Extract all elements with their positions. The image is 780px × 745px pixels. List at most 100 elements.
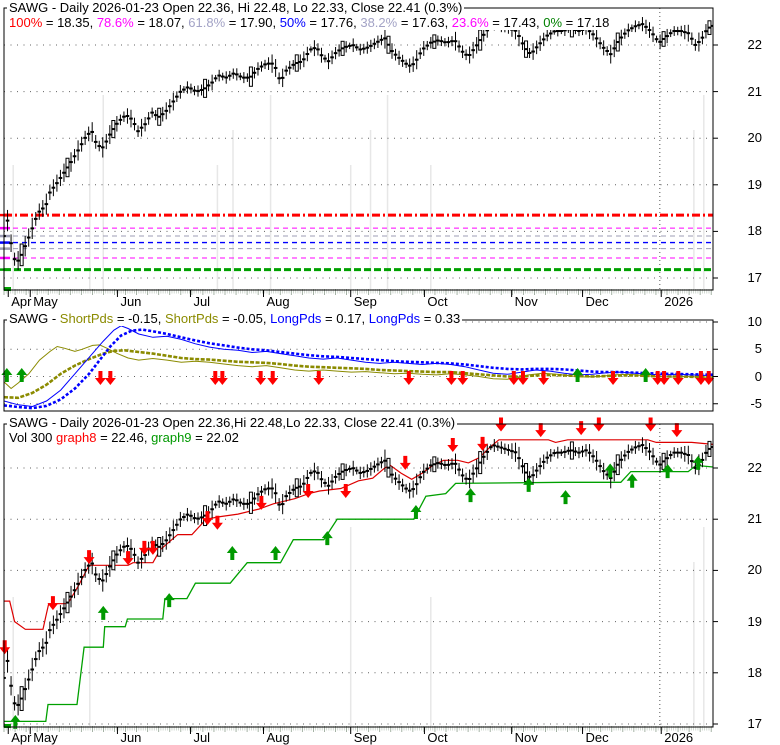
y-tick-label: 20 bbox=[747, 562, 762, 578]
indicator-series bbox=[4, 325, 713, 410]
sell-arrow-icon bbox=[535, 423, 547, 438]
faint-volume-lines-panel3 bbox=[12, 527, 705, 726]
x-tick-label: Oct bbox=[427, 294, 448, 309]
sell-arrow-icon bbox=[201, 511, 213, 526]
panel2-title: SAWG - ShortPds = -0.15, ShortPds = -0.0… bbox=[7, 311, 463, 326]
series-shortpds bbox=[4, 348, 713, 400]
x-tick-label: May bbox=[33, 294, 58, 309]
sell-arrow-icon bbox=[652, 371, 664, 385]
buy-arrow-icon bbox=[572, 368, 584, 382]
legend-segment: 78.6% bbox=[96, 15, 134, 30]
sell-arrow-icon bbox=[302, 484, 314, 499]
y-axis-panel2 bbox=[713, 321, 718, 405]
sell-arrow-icon bbox=[447, 437, 459, 452]
y-tick-label: 0 bbox=[754, 368, 762, 384]
legend-segment: = 0.33 bbox=[420, 311, 461, 326]
buy-arrow-icon bbox=[465, 488, 477, 503]
panel3-title: SAWG - Daily 2026-01-23 Open 22.36,Hi 22… bbox=[7, 415, 458, 430]
sell-arrow-icon bbox=[672, 371, 684, 385]
panel1-title: SAWG - Daily 2026-01-23 Open 22.36, Hi 2… bbox=[7, 0, 465, 15]
legend-segment: graph8 bbox=[56, 430, 97, 445]
legend-segment: 50% bbox=[279, 15, 306, 30]
x-tick-label: Sep bbox=[353, 730, 377, 745]
sell-arrow-icon bbox=[658, 371, 670, 385]
buy-arrow-icon bbox=[410, 505, 422, 520]
y-tick-label: 10 bbox=[747, 314, 762, 329]
legend-segment: = -0.15, bbox=[113, 311, 165, 326]
buy-arrow-icon bbox=[321, 531, 333, 546]
legend-segment: ShortPds bbox=[164, 311, 219, 326]
buy-arrow-icon bbox=[604, 463, 616, 478]
sell-arrow-icon bbox=[255, 495, 267, 510]
legend-segment: = 18.35, bbox=[42, 15, 97, 30]
x-tick-label: 2026 bbox=[664, 730, 694, 745]
sell-arrow-icon bbox=[267, 371, 279, 385]
legend-segment: = 17.63, bbox=[397, 15, 452, 30]
x-tick-label: Nov bbox=[514, 730, 538, 745]
buy-arrow-icon bbox=[163, 593, 175, 608]
y-axis-panel3 bbox=[713, 467, 718, 725]
price-bars-panel1 bbox=[4, 17, 713, 271]
x-tick-label: Dec bbox=[585, 730, 609, 745]
y-tick-label: 21 bbox=[747, 511, 762, 527]
sell-arrow-icon bbox=[255, 371, 267, 385]
y-tick-label: 22 bbox=[747, 460, 762, 475]
legend-segment: 23.6% bbox=[451, 15, 489, 30]
sell-arrow-icon bbox=[517, 371, 529, 385]
y-tick-label: 18 bbox=[747, 223, 762, 239]
price-bars-panel3 bbox=[4, 437, 713, 716]
sell-arrow-icon bbox=[703, 371, 715, 385]
sell-arrow-icon bbox=[209, 371, 221, 385]
legend-segment: = 22.02 bbox=[191, 430, 239, 445]
legend-segment: = 22.46, bbox=[96, 430, 152, 445]
buy-arrow-icon bbox=[270, 545, 282, 560]
x-tick-label: Sep bbox=[353, 294, 377, 309]
sell-arrow-icon bbox=[138, 540, 150, 555]
x-tick-label: Aug bbox=[266, 730, 290, 745]
graph9-support-line bbox=[4, 464, 713, 723]
legend-segment: = 18.07, bbox=[133, 15, 189, 30]
legend-segment: = 17.76, bbox=[305, 15, 361, 30]
sell-arrow-icon bbox=[340, 484, 352, 499]
y-tick-label: 22 bbox=[747, 37, 762, 52]
sell-arrow-icon bbox=[508, 371, 520, 385]
legend-segment: = 0.17, bbox=[321, 311, 369, 326]
y-axis-panel1 bbox=[713, 44, 718, 279]
x-tick-label: Jul bbox=[193, 294, 211, 309]
x-axis-panel3 bbox=[7, 727, 662, 734]
buy-arrow-icon bbox=[692, 455, 704, 470]
legend-segment: 0% bbox=[543, 15, 563, 30]
buy-arrow-icon bbox=[662, 464, 674, 479]
sell-arrow-icon bbox=[671, 423, 683, 438]
buy-arrow-icon bbox=[226, 545, 238, 560]
gridlines-panel3 bbox=[4, 467, 713, 725]
signal-arrows-panel3 bbox=[0, 417, 704, 729]
sell-arrow-icon bbox=[457, 371, 469, 385]
legend-segment: 100% bbox=[9, 15, 43, 30]
y-tick-label: 18 bbox=[747, 664, 762, 680]
y-tick-label: 21 bbox=[747, 83, 762, 99]
sell-arrow-icon bbox=[399, 455, 411, 470]
x-tick-label: Oct bbox=[427, 730, 448, 745]
panel3-indicator-legend: Vol 300 graph8 = 22.46, graph9 = 22.02 bbox=[7, 431, 241, 445]
legend-segment: ShortPds bbox=[59, 311, 114, 326]
fibonacci-lines bbox=[0, 213, 713, 272]
x-axis-panel1 bbox=[7, 290, 662, 297]
sell-arrow-icon bbox=[403, 371, 415, 385]
x-tick-label: Dec bbox=[585, 294, 609, 309]
y-tick-label: 17 bbox=[747, 716, 762, 731]
sell-arrow-icon bbox=[0, 640, 11, 655]
series-longpds bbox=[4, 328, 713, 410]
legend-segment: = -0.05, bbox=[218, 311, 271, 326]
x-tick-label: May bbox=[33, 730, 58, 745]
sell-arrow-icon bbox=[211, 515, 223, 530]
legend-segment: graph9 bbox=[151, 430, 192, 445]
sell-arrow-icon bbox=[538, 371, 550, 385]
legend-segment: 61.8% bbox=[188, 15, 226, 30]
sell-arrow-icon bbox=[695, 371, 707, 385]
legend-segment: = 17.18 bbox=[562, 15, 610, 30]
legend-segment: SAWG - bbox=[9, 311, 60, 326]
y-tick-label: 17 bbox=[747, 270, 762, 285]
faint-volume-lines-panel1 bbox=[12, 95, 705, 289]
